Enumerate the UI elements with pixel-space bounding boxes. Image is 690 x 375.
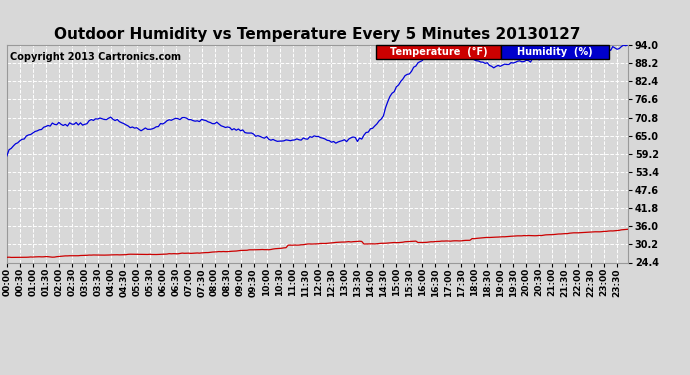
Text: Humidity  (%): Humidity (%): [517, 47, 593, 57]
Text: Copyright 2013 Cartronics.com: Copyright 2013 Cartronics.com: [10, 51, 181, 62]
FancyBboxPatch shape: [501, 45, 609, 59]
Title: Outdoor Humidity vs Temperature Every 5 Minutes 20130127: Outdoor Humidity vs Temperature Every 5 …: [54, 27, 581, 42]
FancyBboxPatch shape: [377, 45, 500, 59]
Text: Temperature  (°F): Temperature (°F): [390, 47, 487, 57]
